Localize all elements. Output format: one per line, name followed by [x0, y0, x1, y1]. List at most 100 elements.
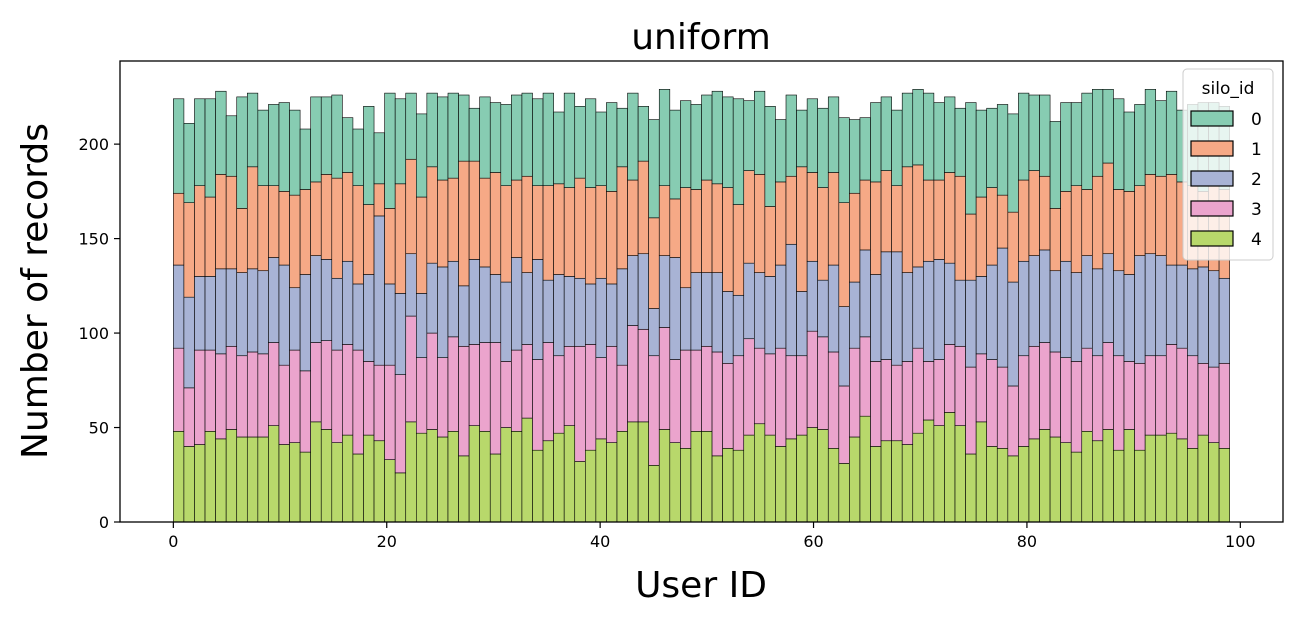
bar-user-91-silo-3 — [1134, 362, 1146, 451]
bar-user-12-silo-3 — [299, 370, 311, 453]
bar-user-66-silo-2 — [870, 274, 882, 362]
bar-user-23-silo-3 — [415, 357, 428, 434]
bar-user-71-silo-2 — [923, 260, 935, 362]
bar-user-48-silo-0 — [680, 100, 692, 188]
bar-user-33-silo-2 — [521, 272, 533, 345]
bar-user-53-silo-4 — [732, 449, 745, 523]
bar-user-39-silo-1 — [585, 187, 597, 285]
bar-user-9-silo-4 — [268, 425, 280, 523]
bar-user-66-silo-0 — [870, 102, 882, 183]
bar-user-93-silo-3 — [1155, 355, 1167, 436]
bar-user-54-silo-0 — [743, 100, 755, 171]
bar-user-73-silo-0 — [944, 96, 956, 173]
bars-layer — [173, 89, 1230, 523]
bar-user-77-silo-2 — [986, 264, 998, 360]
bar-user-47-silo-0 — [669, 109, 681, 200]
bar-user-13-silo-4 — [310, 421, 322, 523]
bar-user-61-silo-2 — [817, 279, 829, 338]
bar-user-88-silo-0 — [1102, 89, 1114, 164]
bar-user-80-silo-0 — [1018, 92, 1030, 181]
bar-user-31-silo-2 — [500, 281, 512, 362]
bar-user-3-silo-3 — [204, 349, 216, 432]
bar-user-61-silo-4 — [817, 429, 829, 523]
bar-user-23-silo-4 — [415, 432, 428, 523]
bar-user-89-silo-2 — [1113, 270, 1125, 357]
bar-user-81-silo-3 — [1028, 345, 1040, 440]
chart-title: uniform — [631, 17, 771, 58]
y-tick-label-150: 150 — [78, 230, 109, 249]
bar-user-65-silo-0 — [859, 117, 871, 181]
bar-user-70-silo-3 — [912, 347, 924, 434]
bar-user-76-silo-2 — [975, 276, 988, 355]
bar-user-54-silo-1 — [743, 170, 755, 264]
bar-user-31-silo-3 — [500, 361, 512, 428]
bar-user-33-silo-0 — [521, 92, 533, 177]
bar-user-9-silo-1 — [268, 185, 280, 258]
bar-user-40-silo-3 — [595, 357, 607, 440]
bar-user-12-silo-4 — [299, 451, 311, 523]
bar-user-18-silo-3 — [363, 361, 375, 436]
bar-user-12-silo-2 — [299, 274, 311, 372]
bar-user-8-silo-1 — [257, 185, 269, 272]
bar-user-78-silo-2 — [996, 247, 1009, 368]
bar-user-22-silo-4 — [405, 421, 417, 523]
bar-user-68-silo-3 — [891, 364, 903, 442]
legend-label-1: 1 — [1251, 140, 1262, 160]
bar-user-88-silo-1 — [1102, 162, 1114, 255]
bar-user-28-silo-1 — [468, 160, 480, 260]
bar-user-6-silo-2 — [236, 272, 248, 357]
bar-user-14-silo-1 — [320, 174, 333, 260]
bar-user-35-silo-1 — [542, 185, 554, 281]
bar-user-92-silo-1 — [1144, 174, 1157, 255]
bar-user-50-silo-4 — [701, 431, 713, 523]
bar-user-48-silo-1 — [680, 187, 692, 289]
bar-user-41-silo-3 — [606, 345, 618, 443]
bar-user-41-silo-4 — [606, 442, 618, 523]
bar-user-83-silo-4 — [1049, 436, 1061, 523]
bar-user-43-silo-0 — [627, 92, 639, 181]
bar-user-32-silo-2 — [511, 257, 523, 351]
bar-user-44-silo-1 — [637, 160, 649, 255]
bar-user-20-silo-3 — [384, 364, 396, 460]
bar-user-21-silo-1 — [394, 183, 407, 294]
bar-user-71-silo-4 — [923, 419, 935, 523]
bar-user-21-silo-4 — [394, 472, 407, 523]
bar-user-94-silo-3 — [1165, 344, 1178, 434]
bar-user-7-silo-1 — [246, 166, 259, 270]
bar-user-37-silo-4 — [563, 425, 576, 523]
bar-user-10-silo-0 — [278, 102, 290, 192]
bar-user-1-silo-3 — [183, 387, 195, 447]
bar-user-8-silo-4 — [257, 436, 269, 523]
bar-user-18-silo-1 — [363, 204, 375, 275]
bar-user-32-silo-1 — [511, 179, 523, 258]
bar-user-64-silo-3 — [849, 347, 861, 438]
bar-user-20-silo-0 — [384, 92, 396, 209]
bar-user-20-silo-1 — [384, 208, 396, 285]
bar-user-66-silo-1 — [870, 181, 882, 275]
bar-user-84-silo-3 — [1060, 357, 1072, 443]
bar-user-35-silo-0 — [542, 92, 554, 187]
bar-user-73-silo-4 — [944, 412, 956, 523]
bar-user-39-silo-2 — [585, 283, 597, 345]
bar-user-79-silo-0 — [1007, 113, 1019, 213]
bar-user-45-silo-3 — [648, 355, 660, 466]
bar-user-29-silo-1 — [479, 177, 491, 268]
bar-user-12-silo-1 — [299, 189, 311, 275]
bar-user-82-silo-0 — [1039, 94, 1051, 177]
x-tick-label-100: 100 — [1225, 532, 1256, 551]
bar-user-48-silo-4 — [680, 448, 692, 523]
plot-frame — [119, 60, 1284, 523]
bar-user-50-silo-3 — [701, 345, 713, 432]
bar-user-62-silo-0 — [827, 96, 840, 173]
bar-user-19-silo-4 — [373, 440, 385, 523]
bar-user-49-silo-3 — [690, 349, 702, 432]
bar-user-26-silo-2 — [447, 260, 459, 338]
bar-user-64-silo-4 — [849, 436, 861, 523]
bar-user-52-silo-0 — [722, 96, 734, 188]
bar-user-8-silo-3 — [257, 353, 269, 438]
bar-user-17-silo-2 — [352, 283, 364, 351]
bar-user-18-silo-2 — [363, 274, 375, 362]
bar-user-10-silo-1 — [278, 191, 290, 266]
bar-user-20-silo-2 — [384, 283, 396, 366]
bar-user-1-silo-1 — [183, 202, 195, 298]
